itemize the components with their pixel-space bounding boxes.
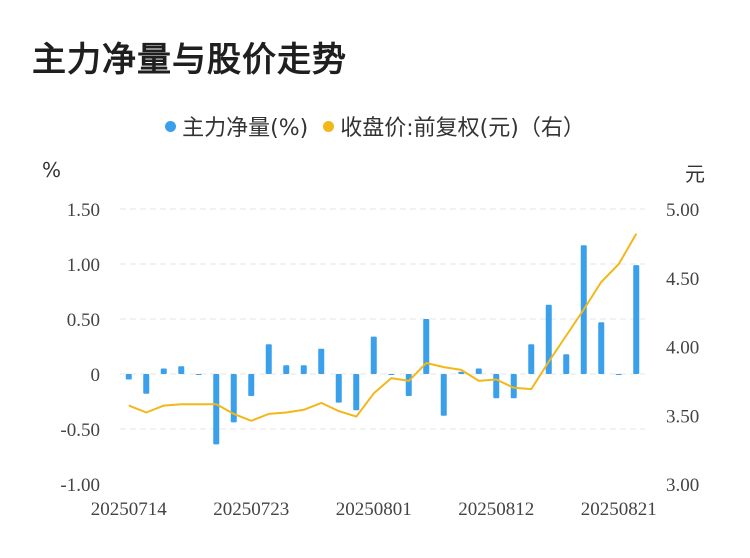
net-volume-bar[interactable] <box>615 374 622 375</box>
x-tick-label: 20250714 <box>91 499 168 520</box>
net-volume-bar[interactable] <box>440 374 447 416</box>
net-volume-bar[interactable] <box>475 368 482 375</box>
left-tick-label: -1.00 <box>60 475 100 496</box>
net-volume-bar[interactable] <box>143 374 150 394</box>
left-tick-label: 1.00 <box>67 255 100 276</box>
left-tick-label: 0 <box>91 365 101 386</box>
legend-item-close-price[interactable]: 收盘价:前复权(元)（右） <box>323 110 585 142</box>
right-tick-label: 3.50 <box>666 406 699 427</box>
left-tick-label: 1.50 <box>67 200 100 221</box>
right-tick-label: 5.00 <box>666 200 699 221</box>
net-volume-bar[interactable] <box>423 319 430 374</box>
x-tick-label: 20250723 <box>213 499 289 520</box>
legend-label-close-price: 收盘价:前复权(元)（右） <box>340 116 585 141</box>
net-volume-bar[interactable] <box>353 374 360 411</box>
net-volume-bar[interactable] <box>545 304 552 374</box>
chart-title: 主力净量与股价走势 <box>32 40 347 80</box>
net-volume-bar[interactable] <box>633 265 640 374</box>
close-price-line[interactable] <box>128 233 638 422</box>
net-volume-bar[interactable] <box>300 365 307 374</box>
net-volume-bar[interactable] <box>230 374 237 423</box>
net-volume-bar[interactable] <box>370 336 377 374</box>
right-tick-label: 3.00 <box>666 475 699 496</box>
right-axis-unit: 元 <box>685 162 705 186</box>
legend-item-net-volume[interactable]: 主力净量(%) <box>165 110 308 142</box>
right-tick-label: 4.00 <box>666 338 699 359</box>
net-volume-bar[interactable] <box>283 365 290 374</box>
x-tick-label: 20250812 <box>458 499 534 520</box>
net-volume-bar[interactable] <box>388 374 395 375</box>
bar-series <box>125 245 640 445</box>
net-volume-bar[interactable] <box>160 368 167 375</box>
net-volume-bar[interactable] <box>178 366 185 374</box>
net-volume-bar[interactable] <box>493 374 500 399</box>
net-volume-bar[interactable] <box>213 374 220 445</box>
net-volume-bar[interactable] <box>125 374 132 380</box>
legend-dot-yellow <box>323 120 335 132</box>
grid-layer <box>120 208 645 430</box>
line-series <box>128 233 638 422</box>
net-volume-bar[interactable] <box>598 322 605 374</box>
net-volume-bar[interactable] <box>563 354 570 374</box>
left-axis-unit: % <box>42 158 62 182</box>
axis-labels: 1.50 1.00 0.50 0 -0.50 -1.00 5.00 4.50 4.00 3.50 3… <box>60 200 699 520</box>
net-volume-bar[interactable] <box>510 374 517 399</box>
net-volume-bar[interactable] <box>195 374 202 375</box>
net-volume-bar[interactable] <box>458 371 465 374</box>
net-volume-bar[interactable] <box>405 374 412 396</box>
legend: 主力净量(%) 收盘价:前复权(元)（右） <box>0 110 750 142</box>
left-tick-label: 0.50 <box>67 310 100 331</box>
legend-label-net-volume: 主力净量(%) <box>182 116 309 141</box>
net-volume-bar[interactable] <box>335 374 342 403</box>
net-volume-bar[interactable] <box>248 374 255 396</box>
right-tick-label: 4.50 <box>666 269 699 290</box>
net-volume-bar[interactable] <box>265 344 272 374</box>
x-tick-label: 20250821 <box>581 499 657 520</box>
left-tick-label: -0.50 <box>60 420 100 441</box>
net-volume-bar[interactable] <box>528 344 535 374</box>
legend-dot-blue <box>165 120 177 132</box>
net-volume-bar[interactable] <box>318 348 325 374</box>
x-tick-label: 20250801 <box>336 499 412 520</box>
